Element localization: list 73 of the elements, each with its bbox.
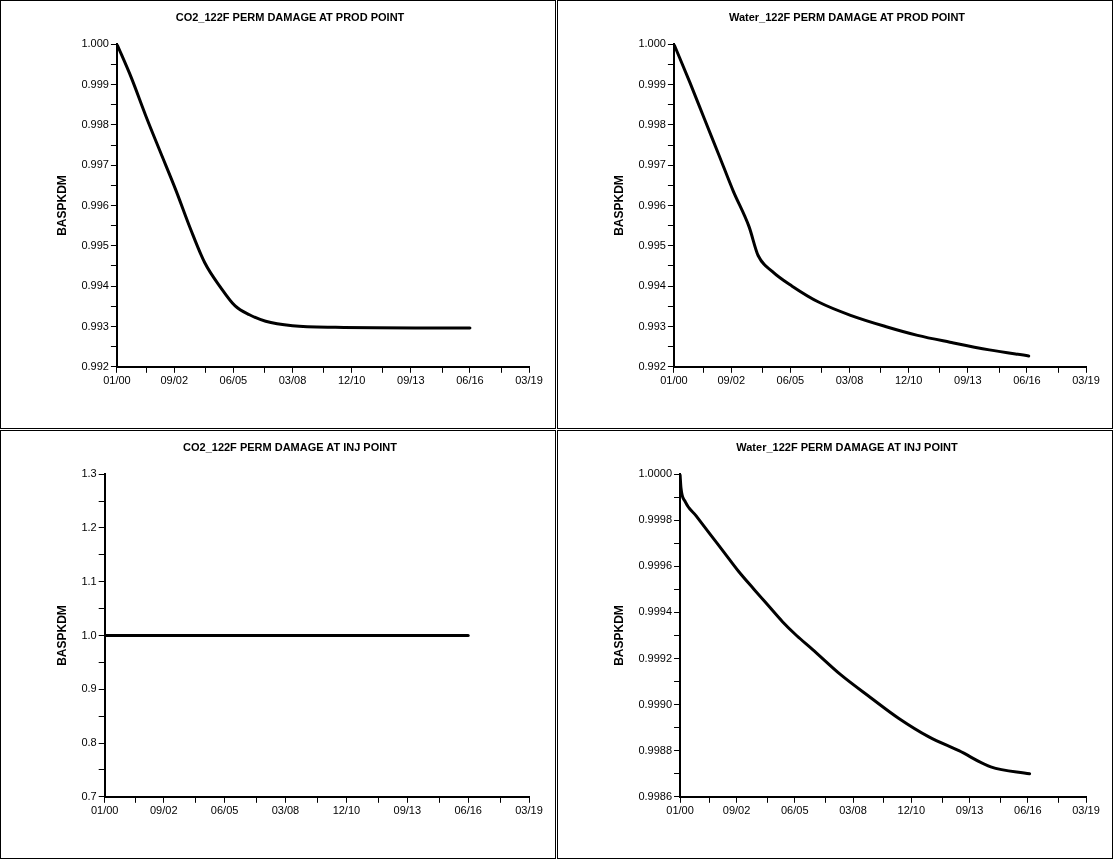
y-tick-label: 0.9990 [638,697,673,710]
x-tick-label: 12/10 [897,804,926,817]
y-tick-label: 0.994 [638,279,666,292]
chart-title: CO2_122F PERM DAMAGE AT PROD POINT [175,10,405,23]
x-tick-label: 09/02 [160,374,189,387]
y-tick-label: 0.998 [81,117,109,130]
x-tick-label: 09/02 [722,804,751,817]
y-axis-title: BASPKDM [611,175,626,236]
y-tick-label: 1.0000 [638,467,673,480]
x-tick-label: 03/08 [278,374,307,387]
y-tick-label: 0.9996 [638,559,673,572]
x-tick-label: 06/16 [1013,374,1041,387]
x-tick-label: 09/13 [397,374,425,387]
x-tick-label: 06/05 [219,374,248,387]
x-tick-label: 09/02 [717,374,746,387]
x-tick-label: 01/00 [90,804,119,817]
y-tick-label: 0.9988 [638,743,673,756]
y-tick-label: 0.994 [81,279,109,292]
y-tick-label: 0.996 [638,198,666,211]
y-axis-title: BASPKDM [54,605,69,666]
x-tick-label: 03/08 [271,804,300,817]
y-tick-label: 1.1 [81,574,97,587]
y-tick-label: 1.3 [81,467,97,480]
y-tick-label: 0.992 [638,359,666,372]
x-tick-label: 06/05 [210,804,239,817]
y-tick-label: 1.0 [81,628,97,641]
y-tick-label: 0.996 [81,198,109,211]
y-tick-label: 0.9998 [638,513,673,526]
x-tick-label: 03/19 [515,374,543,387]
x-tick-label: 06/05 [776,374,805,387]
y-tick-label: 0.9994 [638,605,673,618]
x-tick-label: 09/02 [149,804,178,817]
y-tick-label: 0.997 [81,158,109,171]
y-tick-label: 0.9 [81,682,97,695]
y-tick-label: 0.999 [638,77,666,90]
x-tick-label: 01/00 [103,374,131,387]
y-tick-label: 0.992 [81,359,109,372]
x-tick-label: 03/19 [515,804,543,817]
x-tick-label: 03/19 [1072,804,1100,817]
y-tick-label: 1.000 [81,37,109,50]
x-tick-label: 12/10 [337,374,366,387]
y-tick-label: 0.993 [81,319,109,332]
y-axis-title: BASPKDM [54,175,69,236]
x-tick-label: 01/00 [666,804,694,817]
x-tick-label: 03/08 [835,374,864,387]
x-tick-label: 06/05 [781,804,809,817]
y-tick-label: 0.997 [638,158,666,171]
x-tick-label: 01/00 [660,374,688,387]
chart-title: CO2_122F PERM DAMAGE AT INJ POINT [183,440,398,453]
y-tick-label: 0.8 [81,736,97,749]
x-tick-label: 03/19 [1072,374,1100,387]
y-tick-label: 0.999 [81,77,109,90]
x-tick-label: 09/13 [393,804,422,817]
x-tick-label: 03/08 [839,804,867,817]
y-tick-label: 0.9992 [638,651,673,664]
y-tick-label: 1.000 [638,37,666,50]
x-tick-label: 06/16 [454,804,482,817]
y-tick-label: 0.995 [81,238,109,251]
y-tick-label: 0.993 [638,319,666,332]
x-tick-label: 09/13 [954,374,982,387]
y-tick-label: 0.7 [81,789,97,802]
y-tick-label: 0.995 [638,238,666,251]
y-axis-title: BASPKDM [611,605,626,666]
x-tick-label: 06/16 [1014,804,1042,817]
y-tick-label: 1.2 [81,521,97,533]
x-tick-label: 12/10 [332,804,361,817]
y-tick-label: 0.998 [638,117,666,130]
chart-title: Water_122F PERM DAMAGE AT INJ POINT [736,440,959,453]
chart-title: Water_122F PERM DAMAGE AT PROD POINT [728,10,966,23]
x-tick-label: 06/16 [456,374,484,387]
x-tick-label: 12/10 [894,374,923,387]
x-tick-label: 09/13 [955,804,984,817]
y-tick-label: 0.9986 [638,789,673,802]
